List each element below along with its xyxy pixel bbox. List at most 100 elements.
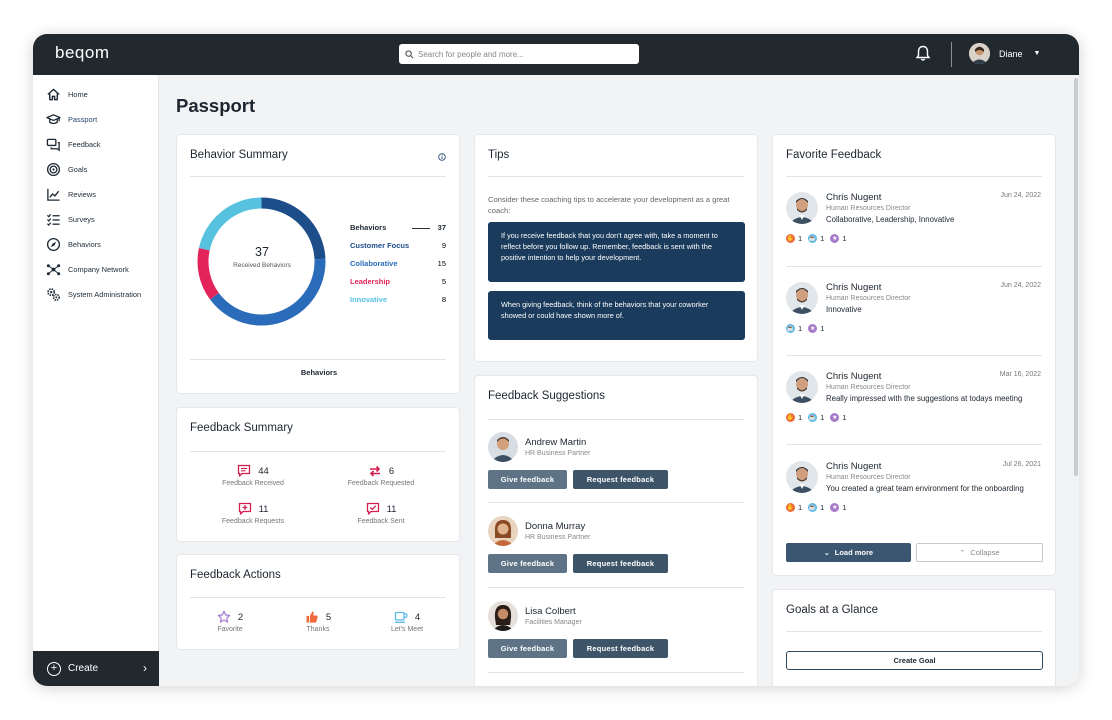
feedback-sent-stat[interactable]: 11 Feedback Sent bbox=[321, 502, 441, 525]
behavior-row-customer-focus[interactable]: Customer Focus 9 bbox=[350, 241, 446, 250]
load-more-button[interactable]: ⌄ Load more bbox=[786, 543, 911, 562]
suggestion-person[interactable]: Donna Murray HR Business Partner bbox=[488, 516, 590, 546]
sidebar-item-label: Goals bbox=[68, 165, 88, 174]
favorite-feedback-item[interactable]: Chris Nugent Human Resources Director Inno… bbox=[786, 282, 1043, 342]
card-title: Feedback Actions bbox=[190, 569, 281, 581]
reaction-count: 1 bbox=[820, 234, 825, 243]
divider bbox=[786, 355, 1042, 356]
divider bbox=[190, 176, 446, 177]
chevron-right-icon: › bbox=[143, 661, 147, 675]
behavior-row-collaborative[interactable]: Collaborative 15 bbox=[350, 259, 446, 268]
goals-card: Goals at a Glance Create Goal bbox=[772, 589, 1056, 686]
reaction-badge[interactable]: ☕ 1 bbox=[808, 503, 824, 512]
behavior-row-innovative[interactable]: Innovative 8 bbox=[350, 295, 446, 304]
request-feedback-button[interactable]: Request feedback bbox=[573, 554, 668, 573]
reaction-badge[interactable]: ★ 1 bbox=[808, 324, 824, 333]
meet-badge-icon: ☕ bbox=[808, 413, 818, 422]
sidebar-item-goals[interactable]: Goals bbox=[46, 162, 87, 177]
sidebar-item-label: Feedback bbox=[68, 140, 101, 149]
sidebar-item-home[interactable]: Home bbox=[46, 87, 88, 102]
search-box[interactable] bbox=[399, 44, 639, 64]
stat-label: Feedback Requested bbox=[347, 480, 415, 487]
person-avatar bbox=[786, 371, 818, 403]
divider bbox=[488, 419, 744, 420]
sidebar-item-behaviors[interactable]: Behaviors bbox=[46, 237, 101, 252]
divider bbox=[786, 631, 1042, 632]
behavior-label: Collaborative bbox=[350, 259, 398, 268]
sidebar-item-feedback[interactable]: Feedback bbox=[46, 137, 100, 152]
reaction-badge[interactable]: ☕ 1 bbox=[808, 413, 824, 422]
person-role: Human Resources Director bbox=[826, 474, 911, 481]
reaction-badge[interactable]: ☕ 1 bbox=[786, 324, 802, 333]
reaction-badge[interactable]: ☕ 1 bbox=[808, 234, 824, 243]
reaction-count: 1 bbox=[798, 324, 803, 333]
request-feedback-button[interactable]: Request feedback bbox=[573, 470, 668, 489]
collapse-button[interactable]: ⌃ Collapse bbox=[916, 543, 1043, 562]
sidebar-item-label: Passport bbox=[68, 115, 98, 124]
feedback-date: Jun 24, 2022 bbox=[1000, 192, 1041, 199]
reaction-badge[interactable]: ✋ 1 bbox=[786, 413, 802, 422]
donut-slice-customer-focus[interactable] bbox=[261, 197, 326, 260]
reaction-count: 1 bbox=[842, 413, 847, 422]
feedback-actions-card: Feedback Actions 2 Favorite 5 Thanks 4 L… bbox=[176, 554, 460, 650]
reaction-badges: ✋ 1 ☕ 1 ★ 1 bbox=[786, 234, 853, 243]
lets-meet-stat[interactable]: 4 Let's Meet bbox=[347, 610, 467, 634]
person-name: Andrew Martin bbox=[525, 437, 587, 448]
create-goal-button[interactable]: Create Goal bbox=[786, 651, 1043, 670]
favorite-feedback-item[interactable]: Chris Nugent Human Resources Director Real… bbox=[786, 371, 1043, 431]
feedback-requested-stat[interactable]: 6 Feedback Requested bbox=[321, 464, 441, 488]
behavior-value: 15 bbox=[437, 259, 446, 268]
sidebar-item-surveys[interactable]: Surveys bbox=[46, 212, 95, 227]
divider bbox=[951, 42, 952, 67]
favorite-stat[interactable]: 2 Favorite bbox=[170, 610, 290, 633]
sidebar-item-reviews[interactable]: Reviews bbox=[46, 187, 96, 202]
reaction-badges: ✋ 1 ☕ 1 ★ 1 bbox=[786, 503, 853, 512]
stat-label: Feedback Received bbox=[222, 480, 284, 487]
feedback-requests-stat[interactable]: 11 Feedback Requests bbox=[193, 502, 313, 525]
favorite-feedback-item[interactable]: Chris Nugent Human Resources Director You … bbox=[786, 461, 1043, 521]
sidebar-item-system-administration[interactable]: System Administration bbox=[46, 287, 141, 302]
give-feedback-button[interactable]: Give feedback bbox=[488, 554, 567, 573]
give-feedback-button[interactable]: Give feedback bbox=[488, 639, 567, 658]
give-feedback-button[interactable]: Give feedback bbox=[488, 470, 567, 489]
stat-value: 5 bbox=[325, 611, 332, 623]
reaction-count: 1 bbox=[798, 234, 803, 243]
request-feedback-button[interactable]: Request feedback bbox=[573, 639, 668, 658]
favorite-feedback-item[interactable]: Chris Nugent Human Resources Director Coll… bbox=[786, 192, 1043, 252]
thanks-stat[interactable]: 5 Thanks bbox=[258, 610, 378, 633]
tip-box: When giving feedback, think of the behav… bbox=[488, 291, 745, 340]
feedback-received-stat[interactable]: 44 Feedback Received bbox=[193, 464, 313, 487]
sidebar-item-label: Home bbox=[68, 90, 88, 99]
info-icon[interactable] bbox=[438, 153, 446, 161]
scrollbar-thumb[interactable] bbox=[1074, 78, 1078, 476]
donut-slice-collaborative[interactable] bbox=[210, 258, 326, 326]
divider bbox=[190, 597, 446, 598]
feedback-text: Really impressed with the suggestions at… bbox=[826, 394, 1023, 403]
search-input[interactable] bbox=[418, 49, 628, 59]
feedback-text: Collaborative, Leadership, Innovative bbox=[826, 215, 955, 224]
feedback-date: Mar 16, 2022 bbox=[999, 371, 1041, 378]
suggestion-person[interactable]: Andrew Martin HR Business Partner bbox=[488, 432, 590, 462]
chat-bubbles-icon bbox=[46, 138, 60, 152]
notification-bell-icon[interactable] bbox=[915, 45, 931, 62]
behavior-row-leadership[interactable]: Leadership 5 bbox=[350, 277, 446, 286]
donut-slice-leadership[interactable] bbox=[197, 248, 219, 300]
feedback-suggestions-card: Feedback Suggestions Andrew Martin HR Bu… bbox=[474, 375, 758, 686]
behavior-value: 9 bbox=[441, 241, 446, 250]
sidebar-item-company-network[interactable]: Company Network bbox=[46, 262, 129, 277]
person-name: Chris Nugent bbox=[826, 282, 882, 293]
user-menu[interactable]: Diane ▼ bbox=[969, 43, 1040, 64]
reaction-badge[interactable]: ★ 1 bbox=[830, 234, 847, 243]
donut-slice-innovative[interactable] bbox=[198, 197, 262, 251]
app-window: beqom Diane ▼ Home Passport bbox=[33, 34, 1079, 686]
donut-center: 37 Received Behaviors bbox=[217, 245, 307, 269]
create-button[interactable]: + Create › bbox=[33, 651, 159, 686]
sidebar-item-passport[interactable]: Passport bbox=[46, 112, 97, 127]
app-logo[interactable]: beqom bbox=[55, 43, 110, 62]
reaction-badge[interactable]: ✋ 1 bbox=[786, 234, 802, 243]
reaction-badge[interactable]: ★ 1 bbox=[830, 413, 847, 422]
suggestion-person[interactable]: Lisa Colbert Facilities Manager bbox=[488, 601, 582, 631]
reaction-badge[interactable]: ★ 1 bbox=[830, 503, 847, 512]
reaction-badge[interactable]: ✋ 1 bbox=[786, 503, 802, 512]
graduation-cap-icon bbox=[46, 114, 61, 125]
